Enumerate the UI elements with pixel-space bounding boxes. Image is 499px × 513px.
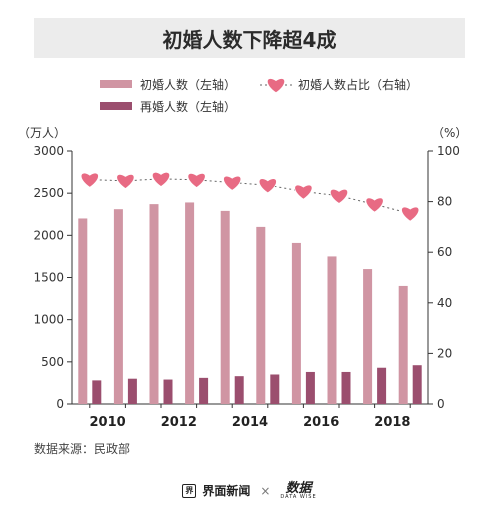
x-tick-label: 2018 <box>374 415 410 430</box>
x-tick-label: 2010 <box>90 415 126 430</box>
right-tick-label: 0 <box>437 397 445 411</box>
bar-first-marriage <box>149 204 159 404</box>
ratio-line-path <box>89 178 411 214</box>
bar-remarriage <box>234 376 244 404</box>
right-tick-label: 60 <box>437 245 452 259</box>
chart-title: 初婚人数下降超4成 <box>162 27 337 52</box>
legend: 初婚人数（左轴） 再婚人数（左轴） 初婚人数占比（右轴） <box>100 77 418 114</box>
bar-remarriage <box>127 378 137 404</box>
chart-canvas: 初婚人数（左轴）再婚人数（左轴）初婚人数占比（右轴） 0500100015002… <box>18 77 467 430</box>
heart-marker <box>401 206 420 222</box>
left-tick-label: 500 <box>41 355 64 369</box>
bar-remarriage <box>92 380 102 404</box>
bar-first-marriage <box>398 285 408 404</box>
bar-first-marriage <box>220 210 230 404</box>
heart-marker <box>365 197 384 213</box>
left-tick-label: 1500 <box>33 271 64 285</box>
heart-marker <box>80 172 99 188</box>
left-axis-unit: （万人） <box>18 126 66 140</box>
footer-brand: 界面新闻 <box>202 484 251 498</box>
footer-separator: × <box>260 483 271 498</box>
x-tick-label: 2016 <box>303 415 339 430</box>
heart-marker <box>187 172 206 189</box>
legend-label-ratio: 初婚人数占比（右轴） <box>298 77 418 92</box>
legend-heart-icon <box>266 78 286 94</box>
x-tick-label: 2014 <box>232 415 268 430</box>
bar-first-marriage <box>113 209 123 404</box>
right-axis-unit: （%） <box>432 126 467 140</box>
shuju-logo-text: 数据 <box>285 480 312 496</box>
jiemian-logo-icon: 界 <box>182 483 197 498</box>
x-tick-label: 2012 <box>161 415 197 430</box>
source-note: 数据来源：民政部 <box>34 442 131 456</box>
bars <box>78 202 422 404</box>
bar-remarriage <box>163 379 173 404</box>
left-tick-label: 3000 <box>33 144 64 158</box>
left-tick-label: 0 <box>56 397 64 411</box>
bar-first-marriage <box>327 256 337 404</box>
bar-first-marriage <box>185 202 195 404</box>
ratio-line <box>80 171 420 222</box>
shuju-logo-icon: 数据 DATA WISE <box>280 482 316 500</box>
bar-remarriage <box>199 377 209 404</box>
title-bar: 初婚人数下降超4成 <box>34 18 465 58</box>
bar-remarriage <box>305 371 315 404</box>
heart-marker <box>151 171 171 188</box>
heart-marker <box>223 175 242 191</box>
legend-swatch-first-marriage <box>100 80 132 88</box>
right-tick-label: 80 <box>437 195 452 209</box>
heart-marker <box>258 178 277 194</box>
bar-remarriage <box>341 371 351 404</box>
bar-first-marriage <box>363 269 373 404</box>
bar-remarriage <box>412 365 422 404</box>
bar-first-marriage <box>291 242 301 404</box>
footer: 界 界面新闻 × 数据 DATA WISE <box>0 478 499 503</box>
legend-swatch-remarriage <box>100 102 132 110</box>
bar-remarriage <box>377 367 387 404</box>
bar-first-marriage <box>78 218 88 404</box>
bar-first-marriage <box>256 226 266 404</box>
right-tick-label: 40 <box>437 296 452 310</box>
axes: 0 500 1000 1500 2000 2500 3000 0 20 40 60 80 100 （万人）… <box>18 126 467 430</box>
bar-remarriage <box>270 374 280 404</box>
right-tick-label: 20 <box>437 346 452 360</box>
legend-label-first-marriage: 初婚人数（左轴） <box>140 77 236 92</box>
left-tick-label: 2000 <box>33 228 64 242</box>
shuju-logo-subtext: DATA WISE <box>280 493 317 500</box>
heart-marker <box>116 173 135 190</box>
left-tick-label: 1000 <box>33 313 64 327</box>
heart-marker <box>294 184 313 200</box>
right-tick-label: 100 <box>437 144 460 158</box>
heart-marker <box>329 188 349 204</box>
legend-label-remarriage: 再婚人数（左轴） <box>140 99 236 114</box>
left-tick-label: 2500 <box>33 186 64 200</box>
